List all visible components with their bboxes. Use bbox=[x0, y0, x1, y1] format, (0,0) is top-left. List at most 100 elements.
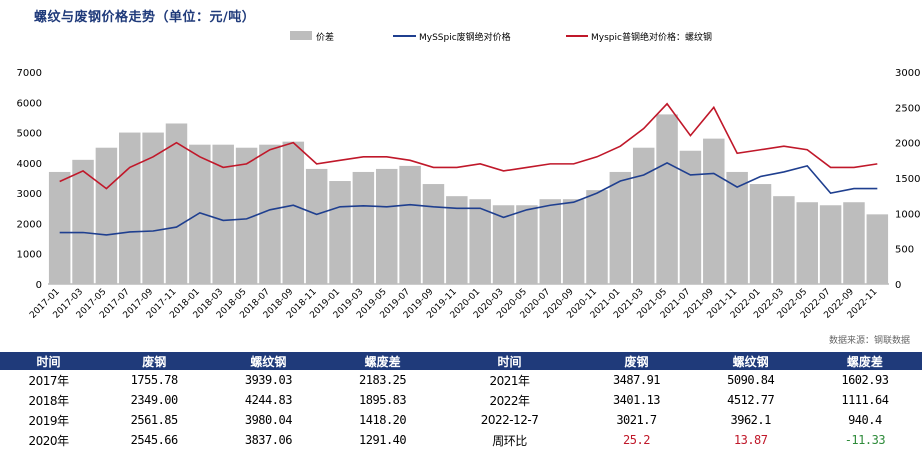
spread-bar bbox=[72, 159, 94, 284]
y-left-tick-label: 0 bbox=[36, 280, 42, 291]
y-left-tick-label: 4000 bbox=[17, 159, 42, 170]
spread-bar bbox=[703, 138, 725, 284]
y-left-tick-label: 7000 bbox=[17, 68, 42, 79]
cell: 940.4 bbox=[848, 413, 882, 427]
table-row: 2017年 1755.78 3939.03 2183.25 2021年 3487… bbox=[0, 370, 922, 390]
spread-bar bbox=[843, 202, 865, 284]
spread-bar bbox=[516, 205, 538, 284]
cell: 3837.06 bbox=[244, 433, 293, 447]
spread-bar bbox=[632, 147, 655, 284]
legend-label-scrap: MySSpic废钢绝对价格 bbox=[419, 31, 511, 43]
cell: 1895.83 bbox=[359, 393, 407, 407]
spread-bar bbox=[259, 144, 281, 284]
spread-bar bbox=[539, 199, 562, 284]
cell: 2022年 bbox=[489, 393, 531, 408]
cell: 2022-12-7 bbox=[480, 413, 539, 427]
cell: 2018年 bbox=[28, 393, 70, 408]
chart-title: 螺纹与废钢价格走势（单位：元/吨） bbox=[34, 10, 256, 25]
spread-bar bbox=[165, 123, 188, 284]
cell: 2183.25 bbox=[359, 373, 407, 387]
spread-bar bbox=[819, 205, 842, 284]
spread-bar bbox=[95, 147, 118, 284]
header-rebar: 螺纹钢 bbox=[211, 352, 326, 370]
spread-bar bbox=[679, 150, 702, 284]
y-right-tick-label: 3000 bbox=[895, 68, 920, 79]
table-row: 2018年 2349.00 4244.83 1895.83 2022年 3401… bbox=[0, 390, 922, 410]
header-scrap: 废钢 bbox=[97, 352, 212, 370]
spread-bar bbox=[749, 184, 772, 284]
spread-bar bbox=[212, 144, 234, 284]
header-rebar-2: 螺纹钢 bbox=[693, 352, 808, 370]
spread-bar bbox=[282, 141, 305, 284]
legend-swatch-spread bbox=[290, 31, 312, 40]
legend-label-rebar: Myspic普钢绝对价格：螺纹钢 bbox=[591, 31, 712, 43]
header-time-2: 时间 bbox=[439, 352, 580, 370]
spread-bar bbox=[726, 171, 748, 284]
cell: 1291.40 bbox=[359, 433, 407, 447]
cell: 5090.84 bbox=[727, 373, 775, 387]
y-left-tick-label: 6000 bbox=[17, 98, 42, 109]
legend-label-spread: 价差 bbox=[316, 31, 334, 43]
scrap-price-line bbox=[59, 161, 878, 236]
header-spread-2: 螺废差 bbox=[807, 352, 922, 370]
y-left-tick-label: 5000 bbox=[17, 129, 42, 140]
y-right-tick-label: 2000 bbox=[895, 139, 920, 150]
cell: 1602.93 bbox=[841, 373, 889, 387]
y-right-tick-label: 1000 bbox=[895, 209, 920, 220]
header-spread: 螺废差 bbox=[325, 352, 440, 370]
spread-bar bbox=[609, 171, 632, 284]
cell: 2017年 bbox=[28, 373, 70, 388]
y-right-tick-label: 1500 bbox=[895, 174, 920, 185]
cell: 2019年 bbox=[28, 413, 70, 428]
spread-bar bbox=[235, 147, 258, 284]
spread-bar bbox=[189, 144, 211, 284]
cell: 4512.77 bbox=[727, 393, 775, 407]
cell: 2545.66 bbox=[130, 433, 179, 447]
cell: 3401.13 bbox=[612, 393, 661, 407]
y-left-tick-label: 3000 bbox=[17, 189, 42, 200]
spread-bar bbox=[142, 132, 164, 284]
cell: 1755.78 bbox=[130, 373, 179, 387]
spread-bar bbox=[562, 199, 585, 284]
cell: 2020年 bbox=[28, 433, 70, 448]
spread-bar bbox=[866, 214, 889, 284]
y-right-tick-label: 2500 bbox=[895, 103, 920, 114]
table-row: 2019年 2561.85 3980.04 1418.20 2022-12-7 … bbox=[0, 410, 922, 430]
cell: 3487.91 bbox=[612, 373, 661, 387]
spread-bar bbox=[656, 114, 678, 285]
spread-bar bbox=[796, 202, 818, 284]
cell-change-spread: -11.33 bbox=[844, 433, 886, 447]
cell: 3980.04 bbox=[244, 413, 293, 427]
spread-bar bbox=[492, 205, 515, 284]
cell: 4244.83 bbox=[244, 393, 293, 407]
cell-change-rebar: 13.87 bbox=[733, 433, 768, 447]
cell: 3962.1 bbox=[730, 413, 772, 427]
cell: 1418.20 bbox=[359, 413, 407, 427]
cell: 1111.64 bbox=[841, 393, 889, 407]
price-chart: 0 1000 2000 3000 4000 5000 6000 7000 0 500 1000 150… bbox=[17, 31, 920, 321]
table-row: 2020年 2545.66 3837.06 1291.40 周环比 25.2 1… bbox=[0, 430, 922, 450]
cell: 周环比 bbox=[492, 433, 527, 448]
cell: 3939.03 bbox=[244, 373, 293, 387]
price-table: 时间 废钢 螺纹钢 螺废差 时间 废钢 螺纹钢 螺废差 2017年 1755.7… bbox=[0, 352, 922, 450]
cell: 2561.85 bbox=[130, 413, 179, 427]
y-left-tick-label: 2000 bbox=[17, 219, 42, 230]
spread-bar bbox=[399, 165, 421, 284]
spread-bar bbox=[305, 168, 328, 284]
spread-bar bbox=[586, 190, 608, 284]
table-header-row: 时间 废钢 螺纹钢 螺废差 时间 废钢 螺纹钢 螺废差 bbox=[0, 352, 922, 370]
spread-bar bbox=[329, 181, 351, 284]
spread-bar bbox=[773, 196, 795, 284]
spread-bar bbox=[422, 184, 445, 284]
cell-change-scrap: 25.2 bbox=[623, 433, 650, 447]
spread-bar bbox=[48, 171, 71, 284]
cell: 2021年 bbox=[489, 373, 531, 388]
spread-bar bbox=[446, 196, 468, 284]
header-scrap-2: 废钢 bbox=[579, 352, 694, 370]
y-left-tick-label: 1000 bbox=[17, 250, 42, 261]
header-time: 时间 bbox=[0, 352, 98, 370]
cell: 2349.00 bbox=[130, 393, 179, 407]
rebar-price-line bbox=[59, 102, 878, 190]
spread-bar bbox=[469, 199, 491, 284]
spread-bar bbox=[119, 132, 141, 284]
